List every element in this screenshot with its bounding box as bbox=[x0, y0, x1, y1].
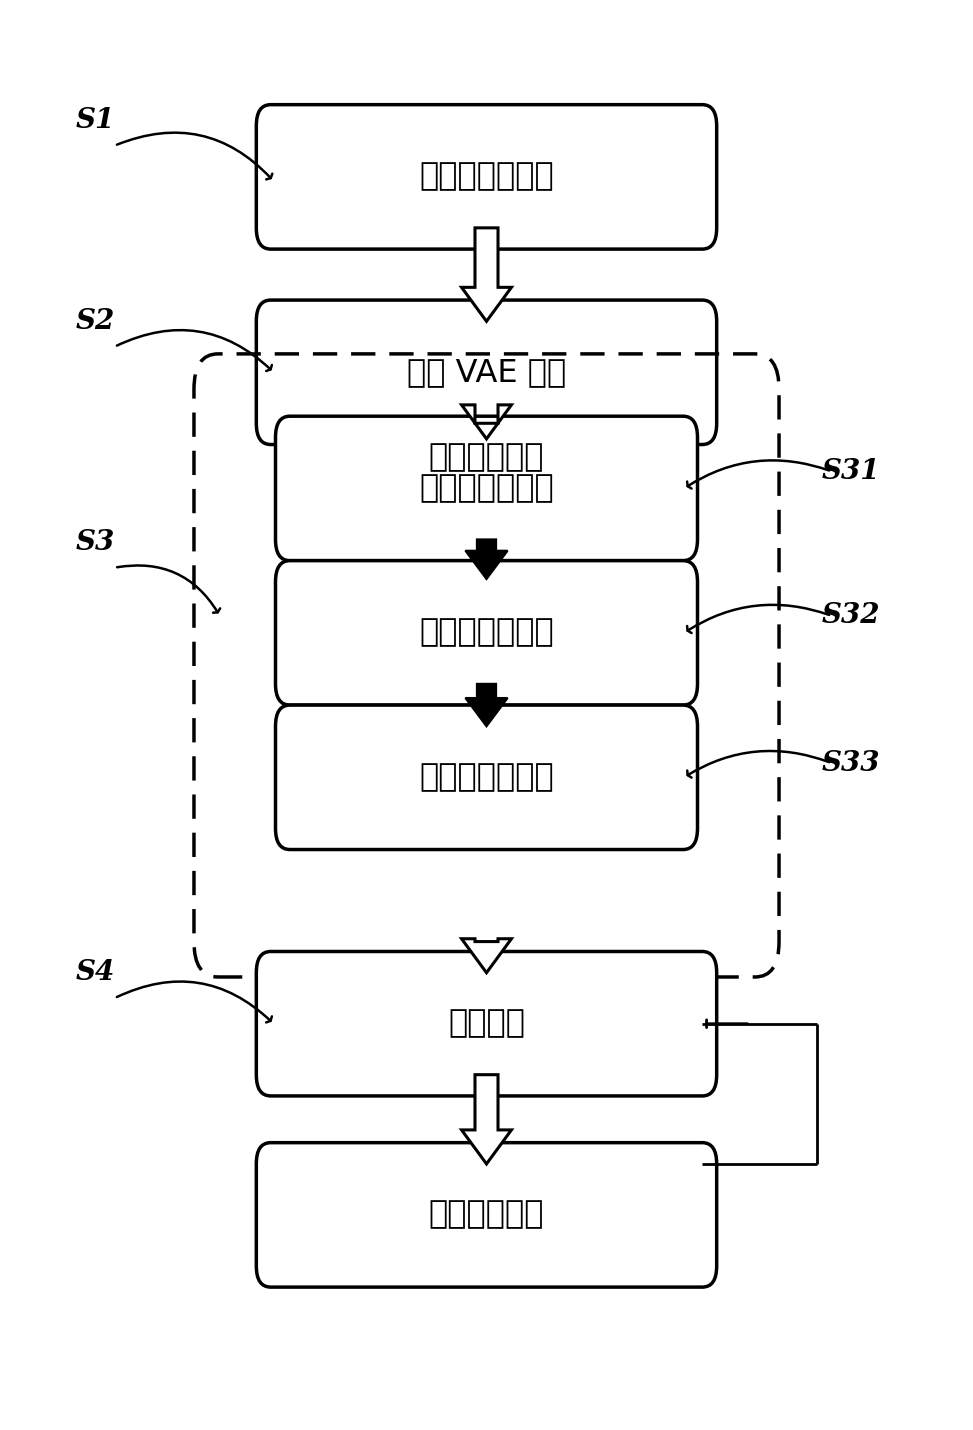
Text: S1: S1 bbox=[76, 107, 115, 134]
Polygon shape bbox=[461, 227, 512, 322]
FancyBboxPatch shape bbox=[256, 951, 717, 1095]
FancyBboxPatch shape bbox=[256, 300, 717, 445]
Text: S2: S2 bbox=[76, 307, 115, 335]
Text: 铺底层耐磨漆料: 铺底层耐磨漆料 bbox=[419, 473, 554, 503]
Text: 铺上层耐磨漆料: 铺上层耐磨漆料 bbox=[419, 762, 554, 792]
FancyBboxPatch shape bbox=[275, 416, 698, 561]
Text: S3: S3 bbox=[76, 529, 115, 556]
FancyBboxPatch shape bbox=[275, 561, 698, 705]
Polygon shape bbox=[461, 405, 512, 439]
Text: 铺中层耐磨漆料: 铺中层耐磨漆料 bbox=[419, 618, 554, 648]
Polygon shape bbox=[461, 1075, 512, 1164]
Text: S4: S4 bbox=[76, 960, 115, 987]
Polygon shape bbox=[465, 684, 508, 726]
Polygon shape bbox=[461, 938, 512, 972]
FancyBboxPatch shape bbox=[275, 705, 698, 849]
Text: 路基表面预处理: 路基表面预处理 bbox=[419, 162, 554, 193]
Text: 涂布耐磨底漆: 涂布耐磨底漆 bbox=[429, 442, 544, 473]
Text: 涂布面漆: 涂布面漆 bbox=[448, 1008, 525, 1040]
FancyBboxPatch shape bbox=[256, 104, 717, 249]
Text: S33: S33 bbox=[822, 749, 881, 776]
Text: S31: S31 bbox=[822, 458, 881, 485]
Text: 喂洒 VAE 乳液: 喂洒 VAE 乳液 bbox=[407, 358, 566, 388]
Text: 摩擦系数检测: 摩擦系数检测 bbox=[429, 1200, 544, 1230]
Text: S32: S32 bbox=[822, 602, 881, 629]
Polygon shape bbox=[465, 539, 508, 579]
FancyBboxPatch shape bbox=[256, 1143, 717, 1287]
